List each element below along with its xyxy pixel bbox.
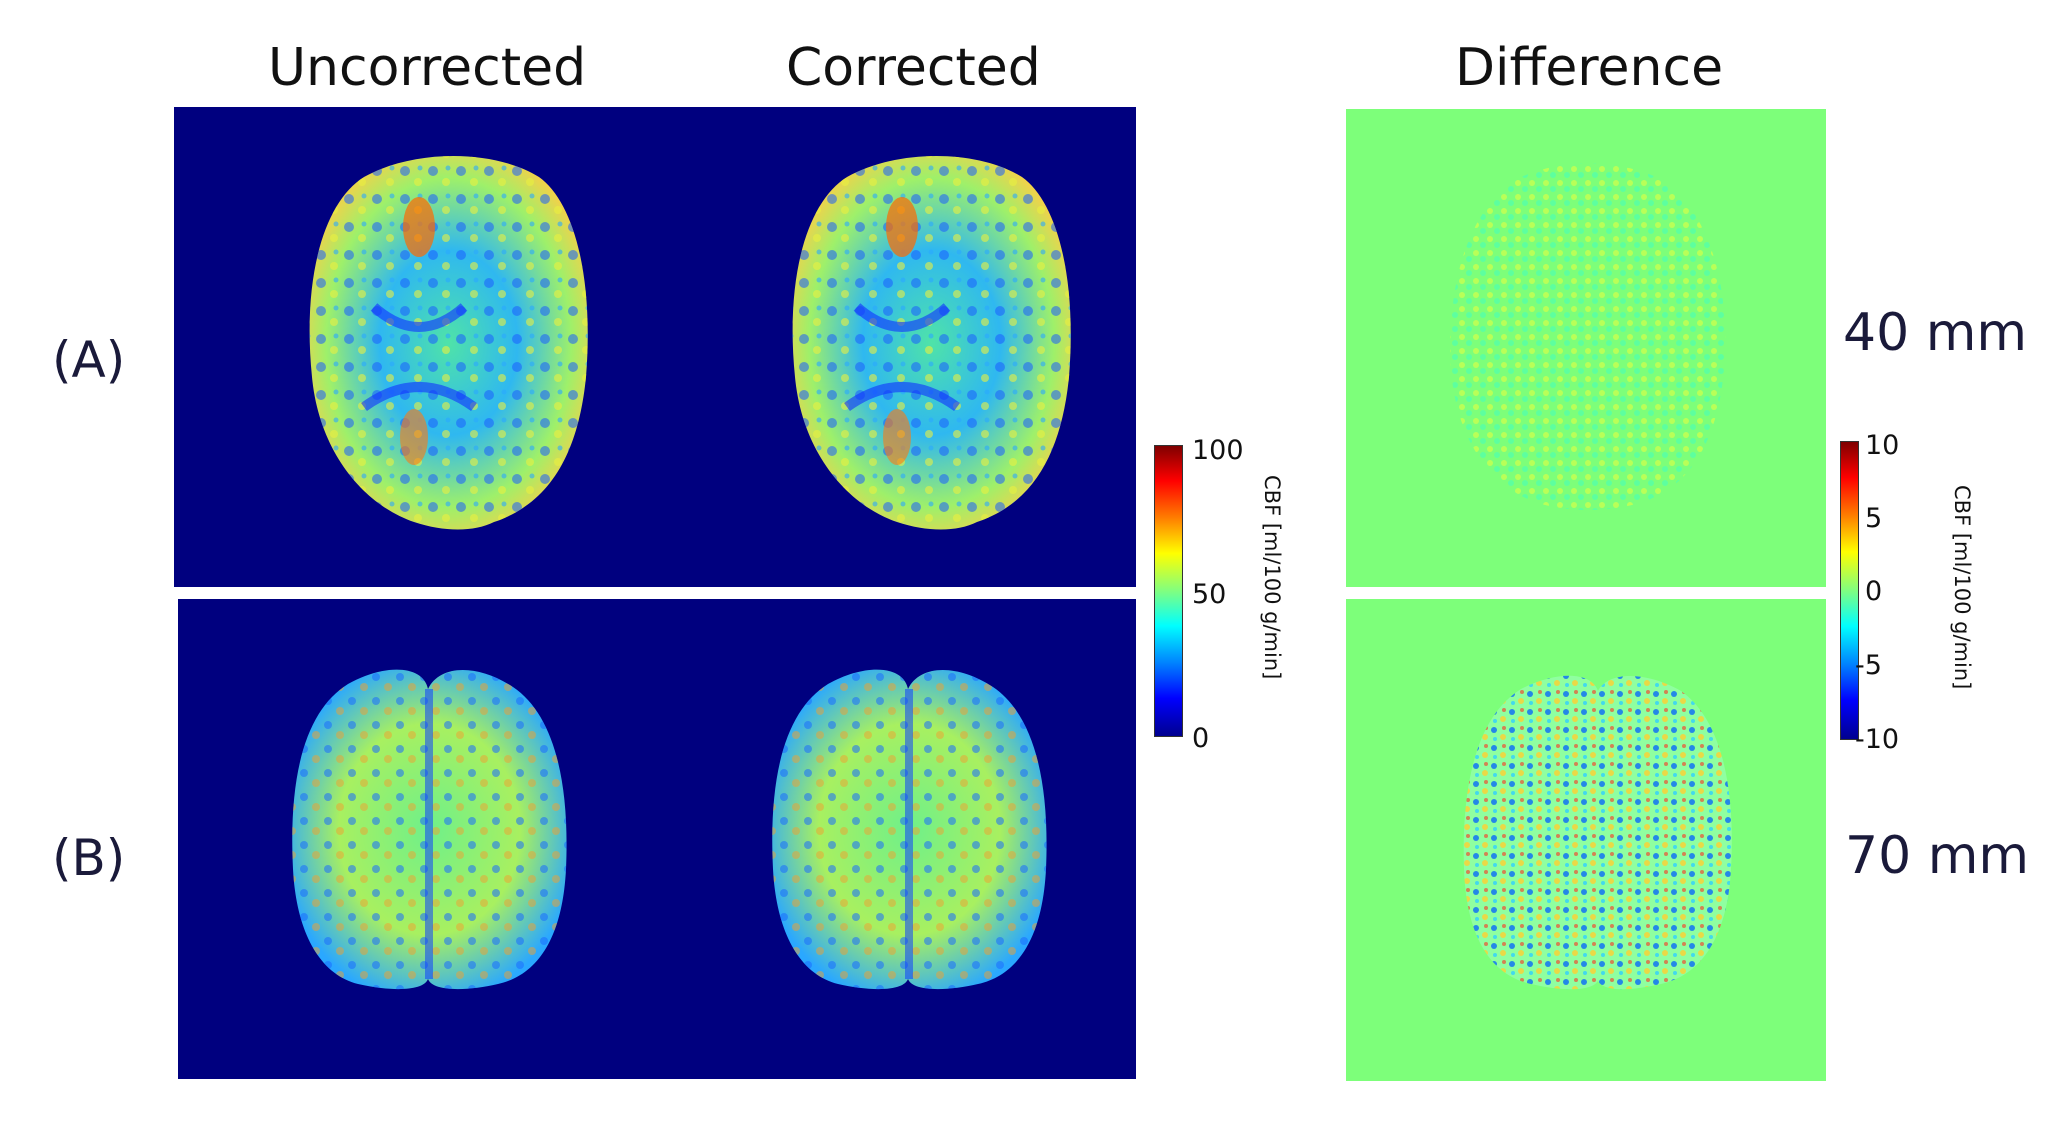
cbf-colorbar-title: CBF [ml/100 g/min] bbox=[1260, 475, 1284, 680]
difference-tick-neg10: -10 bbox=[1855, 724, 1900, 755]
cbf-colorbar bbox=[1154, 445, 1183, 737]
difference-brain-a bbox=[1450, 163, 1726, 510]
difference-panel-row-b bbox=[1346, 599, 1826, 1081]
title-corrected: Corrected bbox=[786, 38, 1041, 98]
cbf-tick-100: 100 bbox=[1192, 435, 1244, 466]
brain-slice-uncorrected-a bbox=[309, 156, 588, 530]
difference-separator bbox=[1346, 587, 1826, 599]
difference-tick-neg5: -5 bbox=[1855, 650, 1882, 681]
brain-slice-uncorrected-b bbox=[292, 669, 567, 990]
cbf-tick-0: 0 bbox=[1192, 723, 1210, 754]
brain-slice-corrected-b bbox=[772, 669, 1047, 990]
difference-tick-5: 5 bbox=[1865, 503, 1883, 534]
difference-panel-row-a bbox=[1346, 109, 1826, 587]
depth-label-a: 40 mm bbox=[1843, 303, 2028, 363]
row-separator bbox=[174, 587, 1136, 599]
cbf-panel-row-b bbox=[178, 599, 1136, 1079]
depth-label-b: 70 mm bbox=[1845, 826, 2030, 886]
difference-colorbar-title: CBF [ml/100 g/min] bbox=[1950, 485, 1974, 690]
row-label-a: (A) bbox=[52, 331, 126, 389]
difference-tick-10: 10 bbox=[1865, 430, 1900, 461]
difference-tick-0: 0 bbox=[1865, 576, 1883, 607]
row-label-b: (B) bbox=[52, 829, 126, 887]
cbf-panel-row-a bbox=[174, 107, 1136, 587]
title-difference: Difference bbox=[1455, 38, 1724, 98]
difference-brain-b bbox=[1463, 675, 1732, 990]
difference-colorbar bbox=[1840, 441, 1859, 740]
brain-slice-corrected-a bbox=[792, 156, 1071, 530]
title-uncorrected: Uncorrected bbox=[268, 38, 587, 98]
cbf-tick-50: 50 bbox=[1192, 579, 1227, 610]
